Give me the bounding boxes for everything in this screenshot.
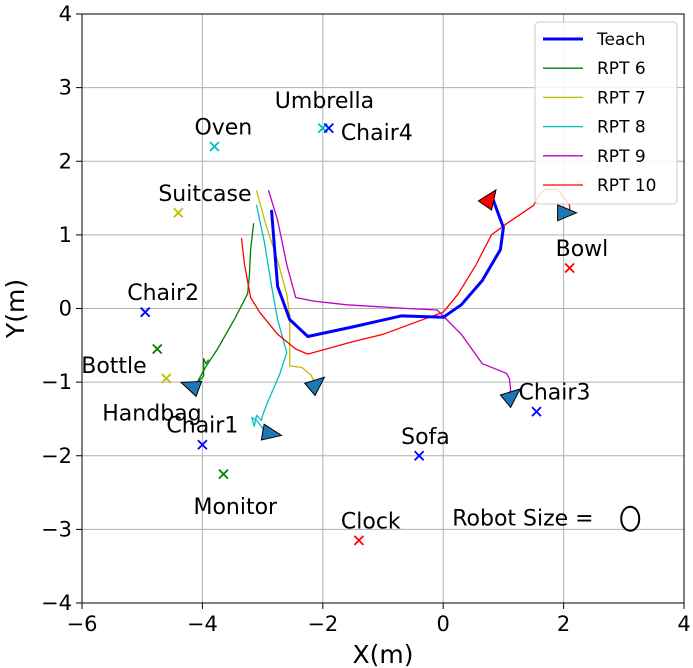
robot-size-ellipse (620, 505, 641, 532)
object-label: Suitcase (158, 182, 251, 207)
legend-entry: Teach (596, 30, 646, 50)
robot-marker (179, 380, 203, 398)
y-tick-label: −4 (41, 591, 72, 615)
y-axis-label: Y(m) (1, 279, 30, 339)
object-bottle: Bottle (81, 343, 163, 379)
object-label: Chair3 (519, 381, 591, 406)
object-label: Monitor (193, 495, 278, 520)
robot-marker (303, 376, 326, 397)
object-marker (323, 122, 334, 134)
object-label: Clock (341, 509, 401, 534)
series-line-rpt-7 (255, 190, 318, 387)
robot-size-annotation: Robot Size = (452, 505, 641, 532)
object-marker (218, 469, 229, 480)
object-oven: Oven (194, 116, 252, 152)
object-marker (413, 450, 425, 461)
robot-size-text: Robot Size = (452, 507, 593, 532)
object-marker (173, 207, 184, 218)
series-line-rpt-8 (251, 204, 288, 436)
y-tick-label: 3 (59, 76, 72, 100)
robot-marker (260, 423, 283, 441)
object-marker (353, 535, 365, 546)
object-bowl: Bowl (556, 237, 609, 274)
object-handbag: Handbag (102, 373, 202, 426)
object-suitcase: Suitcase (158, 182, 252, 218)
series-line-rpt-6 (189, 223, 255, 389)
y-tick-label: 0 (59, 297, 72, 321)
series-layer (189, 188, 571, 436)
legend-entry: RPT 10 (597, 176, 656, 196)
object-chair3: Chair3 (519, 381, 591, 417)
series-line-teach (270, 196, 505, 338)
object-marker (564, 262, 575, 274)
legend-entry: RPT 7 (597, 88, 646, 108)
object-label: Oven (194, 116, 252, 141)
object-label: Bottle (81, 354, 146, 379)
object-chair1: Chair1 (166, 414, 238, 450)
x-tick-label: −6 (67, 612, 98, 636)
y-tick-label: −1 (41, 370, 72, 394)
x-tick-label: −2 (307, 612, 338, 636)
object-label: Chair2 (127, 281, 199, 306)
robot-markers-layer (179, 188, 578, 441)
y-tick-label: 4 (59, 2, 72, 26)
object-label: Umbrella (275, 89, 374, 114)
object-marker (140, 307, 151, 318)
y-tick-label: −2 (41, 444, 72, 468)
y-tick-label: −3 (41, 517, 72, 541)
objects-layer: Umbrella Chair4 Oven Suitcase Bowl Chair2 Bott… (81, 89, 609, 546)
object-marker (197, 439, 208, 450)
x-tick-label: 2 (557, 612, 570, 636)
object-clock: Clock (341, 509, 401, 546)
object-label: Handbag (102, 401, 201, 426)
legend-entry: RPT 9 (597, 147, 646, 167)
robot-marker (499, 388, 522, 409)
legend-entry: RPT 8 (597, 118, 646, 138)
object-sofa: Sofa (401, 425, 450, 461)
x-tick-label: 0 (437, 612, 450, 636)
series-line-rpt-10 (240, 188, 571, 355)
object-monitor: Monitor (193, 469, 278, 520)
x-tick-label: 4 (677, 612, 690, 636)
x-axis-label: X(m) (353, 640, 414, 668)
object-label: Bowl (556, 237, 609, 262)
legend-entry: RPT 6 (597, 59, 646, 79)
legend: Teach RPT 6 RPT 7 RPT 8 RPT 9 RPT 10 (534, 21, 678, 205)
object-marker (209, 141, 220, 152)
object-label: Chair1 (166, 414, 238, 439)
object-marker (531, 406, 542, 417)
robot-marker (557, 204, 578, 222)
series-line-rpt-9 (267, 190, 512, 398)
y-tick-label: 2 (59, 149, 72, 173)
object-chair4: Chair4 (323, 121, 413, 146)
legend-box (534, 21, 678, 205)
robot-marker (477, 188, 497, 211)
object-label: Sofa (401, 425, 450, 450)
object-marker (152, 343, 163, 355)
x-tick-label: −4 (187, 612, 218, 636)
y-tick-label: 1 (59, 223, 72, 247)
object-label: Chair4 (341, 121, 413, 146)
object-marker (161, 373, 172, 384)
object-chair2: Chair2 (127, 281, 199, 318)
